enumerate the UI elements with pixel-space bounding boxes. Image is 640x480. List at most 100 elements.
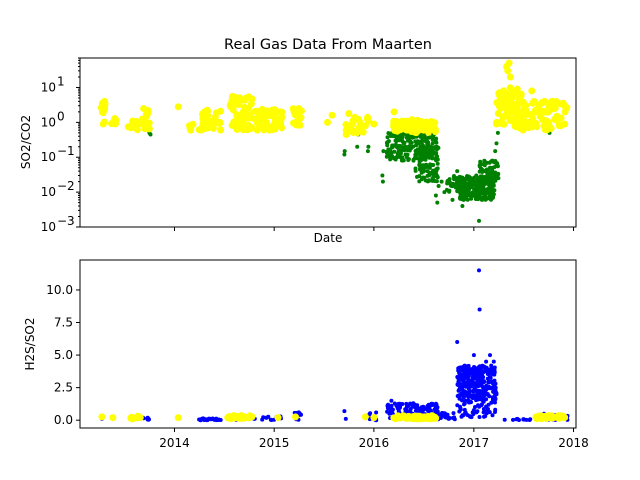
series-0-point (474, 398, 479, 403)
series-0-point (484, 369, 489, 374)
series-1-point (501, 111, 509, 119)
series-0-point (490, 158, 495, 163)
series-1-point (174, 414, 182, 422)
series-0-point (474, 173, 479, 178)
series-0-point (398, 151, 403, 156)
series-0-point (431, 163, 436, 167)
series-1-point (245, 122, 253, 130)
x-tick-label: 2016 (359, 436, 390, 450)
series-0-point (477, 415, 482, 419)
series-0-point (439, 179, 444, 184)
series-0-point (436, 184, 441, 188)
series-1-point (411, 414, 419, 422)
series-0-point (399, 156, 404, 161)
series-0-point (355, 144, 360, 149)
series-0-point (494, 391, 499, 395)
x-tick-label: 2017 (459, 436, 490, 450)
series-0-point (417, 163, 422, 167)
series-0-point (488, 385, 493, 390)
series-0-point (435, 157, 440, 162)
series-0-point (494, 141, 499, 146)
series-0-point (479, 382, 484, 387)
series-1-point (293, 118, 301, 126)
series-0-point (268, 417, 273, 422)
series-1-point (203, 122, 211, 130)
series-0-point (434, 151, 439, 156)
series-0-point (490, 372, 495, 377)
series-1-point (274, 108, 282, 116)
series-1-point (557, 122, 565, 130)
series-0-point (266, 414, 271, 419)
y-tick-label: 10 (41, 115, 56, 129)
y-tick-label: 10 (41, 80, 56, 94)
series-0-point (399, 134, 404, 139)
series-1-point (239, 108, 247, 116)
series-0-point (482, 169, 487, 174)
series-1-point (530, 97, 538, 105)
series-1-point (397, 413, 405, 421)
series-0-point (489, 197, 493, 202)
series-0-point (428, 408, 433, 413)
series-0-point (366, 144, 371, 149)
bottom-axes-ticks: 0.0 2.5 5.0 7.5 10.0 2014 2015 2016 2017 2018 (46, 283, 589, 450)
series-1-point (237, 96, 245, 104)
y-tick-label: 5.0 (54, 348, 73, 362)
series-0-point (465, 190, 470, 195)
series-0-point (391, 143, 396, 148)
series-0-point (475, 192, 479, 197)
series-1-point (127, 124, 135, 132)
series-0-point (492, 384, 497, 389)
series-0-point (470, 190, 475, 195)
series-0-point (479, 402, 484, 407)
series-0-point (485, 196, 490, 201)
series-0-point (491, 389, 496, 394)
series-0-point (365, 149, 370, 154)
series-0-point (390, 407, 395, 412)
series-0-point (202, 418, 206, 422)
series-0-point (479, 196, 484, 201)
series-0-point (482, 393, 487, 398)
series-0-point (462, 380, 467, 385)
series-0-point (461, 383, 466, 388)
series-1-point (413, 116, 421, 124)
series-0-point (297, 411, 302, 416)
series-0-point (442, 190, 447, 195)
series-0-point (472, 388, 477, 393)
series-0-point (485, 173, 490, 178)
series-1-point (528, 87, 536, 95)
series-1-point (504, 67, 512, 75)
series-0-point (471, 369, 476, 374)
series-0-point (511, 417, 515, 422)
series-0-point (490, 413, 495, 418)
series-0-point (433, 193, 438, 198)
series-0-point (374, 410, 379, 415)
series-1-point (101, 97, 109, 105)
series-1-point (520, 120, 528, 128)
series-0-point (396, 144, 401, 149)
series-0-point (521, 417, 526, 422)
series-0-point (490, 398, 495, 402)
y-tick-exponent: 1 (57, 74, 65, 88)
series-0-point (475, 379, 480, 384)
y-tick-exponent: 0 (57, 109, 65, 123)
series-0-point (467, 388, 472, 393)
series-0-point (478, 377, 483, 382)
series-0-point (481, 379, 486, 384)
bottom-axes-points (98, 268, 570, 423)
y-tick-label: 10 (41, 185, 56, 199)
series-0-point (470, 182, 475, 187)
series-0-point (495, 130, 500, 135)
series-1-point (354, 115, 362, 123)
series-0-point (447, 416, 452, 420)
series-0-point (478, 364, 483, 369)
series-0-point (488, 353, 492, 358)
series-0-point (421, 175, 425, 180)
series-0-point (145, 417, 150, 422)
series-0-point (423, 148, 428, 153)
series-0-point (478, 184, 483, 188)
series-0-point (457, 187, 462, 192)
series-1-point (236, 117, 244, 125)
y-tick-exponent: −2 (57, 179, 75, 193)
